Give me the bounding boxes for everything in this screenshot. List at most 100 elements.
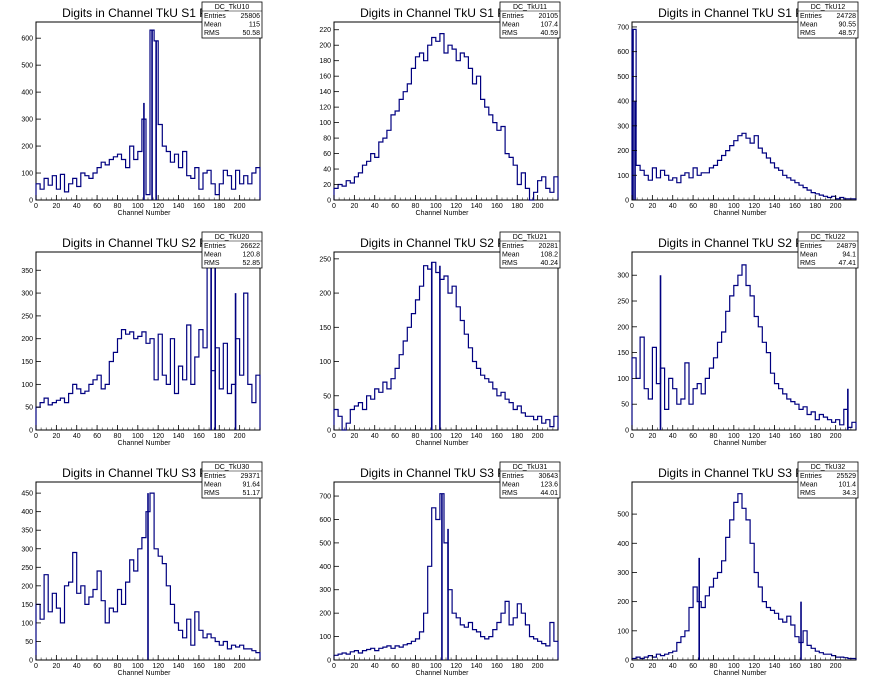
stats-label: Mean [800,252,818,259]
x-tick-label: 0 [34,203,38,210]
stats-label: RMS [204,30,220,37]
stats-name: DC_TkU12 [811,4,846,11]
histogram-svg: Digits in Channel TkU S3 P1 0 20 40 60 80 100 1… [319,461,561,677]
stats-value: 20105 [539,13,559,20]
y-tick-label: 200 [617,599,629,606]
x-tick-label: 0 [630,663,634,670]
y-tick-label: 400 [617,99,629,106]
stats-frame [499,461,561,499]
y-tick-label: 200 [21,144,33,151]
stats-name: DC_TkU21 [513,234,548,241]
stats-value: 107.4 [540,22,558,29]
stats-frame [797,1,859,39]
histogram-panel: Digits in Channel TkU S1 P1 0 20 40 60 80 100 1… [298,0,596,230]
x-tick-label: 20 [648,663,656,670]
x-tick-label: 100 [430,433,442,440]
x-tick-label: 0 [34,663,38,670]
stats-label: Mean [502,252,520,259]
x-tick-label: 180 [213,663,225,670]
x-tick-label: 60 [391,663,399,670]
y-tick-label: 50 [25,639,33,646]
x-tick-label: 180 [213,433,225,440]
y-tick-label: 100 [319,120,331,127]
stats-value: 50.58 [242,30,260,37]
x-tick-label: 100 [132,433,144,440]
y-tick-label: 40 [323,167,331,174]
stats-name: DC_TkU20 [215,234,250,241]
x-axis-label: Channel Number [118,670,172,677]
stats-value: 40.59 [540,30,558,37]
y-tick-label: 300 [617,123,629,130]
y-tick-label: 600 [21,36,33,43]
y-tick-label: 600 [319,517,331,524]
histogram-panel: Digits in Channel TkU S2 P1 0 20 40 60 80 100 1… [298,230,596,460]
y-tick-label: 100 [617,628,629,635]
chart-title: Digits in Channel TkU S3 P1 [360,466,512,480]
histogram-series [35,265,261,430]
x-tick-label: 200 [830,433,842,440]
histogram-panel: Digits in Channel TkU S1 P0 0 20 40 60 80 100 1… [0,0,298,230]
x-tick-label: 180 [511,663,523,670]
y-tick-label: 250 [21,313,33,320]
x-tick-label: 40 [669,663,677,670]
x-tick-label: 120 [450,203,462,210]
y-tick-label: 100 [21,620,33,627]
x-axis-label: Channel Number [714,670,768,677]
x-tick-label: 120 [152,203,164,210]
histogram-svg: Digits in Channel TkU S1 P0 0 20 40 60 80 100 1… [21,1,263,217]
y-tick-label: 200 [21,336,33,343]
stats-value: 25806 [241,13,261,20]
y-tick-label: 50 [621,402,629,409]
x-tick-label: 180 [511,203,523,210]
y-tick-label: 200 [319,291,331,298]
x-tick-label: 100 [132,663,144,670]
x-tick-label: 140 [471,433,483,440]
stats-frame [797,461,859,499]
y-tick-label: 50 [25,405,33,412]
x-tick-label: 60 [689,203,697,210]
x-tick-label: 140 [471,203,483,210]
x-tick-label: 100 [728,203,740,210]
y-tick-label: 200 [319,611,331,618]
stats-value: 44.01 [540,490,558,497]
stats-label: RMS [502,260,518,267]
x-tick-label: 120 [748,663,760,670]
y-tick-label: 0 [29,658,33,665]
x-tick-label: 60 [93,663,101,670]
x-tick-label: 180 [809,203,821,210]
stats-value: 90.55 [838,22,856,29]
stats-name: DC_TkU10 [215,4,250,11]
y-tick-label: 180 [319,58,331,65]
stats-frame [201,1,263,39]
stats-name: DC_TkU30 [215,464,250,471]
histogram-svg: Digits in Channel TkU S1 P1 0 20 40 60 80 100 1… [319,1,561,217]
x-tick-label: 0 [630,433,634,440]
y-tick-label: 100 [617,376,629,383]
x-tick-label: 20 [350,203,358,210]
histogram-svg: Digits in Channel TkU S3 P0 0 20 40 60 80 100 1… [21,461,263,677]
y-tick-label: 300 [319,587,331,594]
stats-value: 34.3 [842,490,856,497]
x-tick-label: 40 [73,203,81,210]
x-tick-label: 160 [789,663,801,670]
stats-label: Entries [800,13,822,20]
x-tick-label: 160 [193,433,205,440]
y-tick-label: 250 [617,299,629,306]
stats-box: DC_TkU21 Entries 20281 Mean 108.2 RMS 40.24 [499,231,561,269]
x-axis-label: Channel Number [118,210,172,217]
x-tick-label: 140 [769,203,781,210]
x-axis-label: Channel Number [118,440,172,447]
x-tick-label: 180 [511,433,523,440]
stats-label: Entries [800,473,822,480]
x-tick-label: 80 [114,433,122,440]
x-tick-label: 80 [710,433,718,440]
y-tick-label: 150 [21,359,33,366]
x-tick-label: 140 [173,663,185,670]
x-tick-label: 120 [450,663,462,670]
y-tick-label: 200 [21,583,33,590]
histogram-panel: Digits in Channel TkU S3 P1 0 20 40 60 80 100 1… [298,460,596,690]
stats-frame [797,231,859,269]
y-tick-label: 400 [319,564,331,571]
y-tick-label: 250 [21,565,33,572]
plot-frame [631,251,857,431]
